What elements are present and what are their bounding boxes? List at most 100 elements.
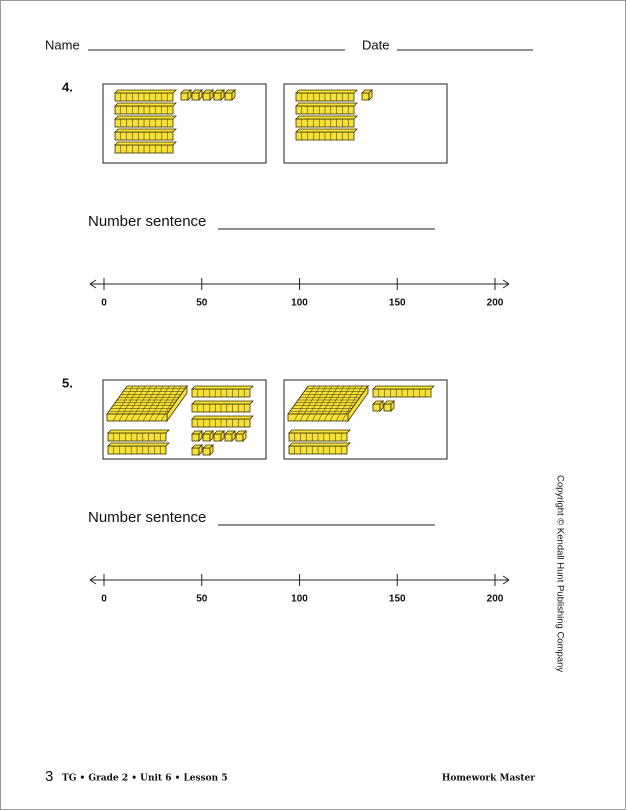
one-cube <box>224 430 236 442</box>
cube-face <box>224 433 233 442</box>
ten-rod <box>191 400 254 413</box>
rod-top <box>191 415 254 420</box>
ten-rod <box>288 429 351 442</box>
rod-top <box>114 89 177 94</box>
one-cube <box>224 89 236 101</box>
flat-seg <box>148 385 170 422</box>
ten-rod <box>295 102 358 115</box>
flat-seg <box>335 385 357 422</box>
cube-face <box>202 92 211 101</box>
cube-face <box>191 92 200 101</box>
ten-rod <box>288 442 351 455</box>
cube-side <box>209 89 214 101</box>
one-cube <box>202 444 214 456</box>
rod-top <box>191 400 254 405</box>
cube-face <box>191 447 200 456</box>
rod-top <box>114 141 177 146</box>
one-cube <box>213 430 225 442</box>
tick-label: 50 <box>196 594 208 605</box>
arrow-left <box>89 575 97 585</box>
cube-side <box>198 444 203 456</box>
hundred-flat <box>287 384 369 423</box>
cube-side <box>198 430 203 442</box>
tick-label: 100 <box>291 298 308 309</box>
sentence-label: Number sentence <box>88 213 206 230</box>
footer-course: TG • Grade 2 • Unit 6 • Lesson 5 <box>62 774 228 784</box>
page-number: 3 <box>45 768 53 785</box>
tick-label: 150 <box>389 298 406 309</box>
flat-seg <box>305 385 327 422</box>
rod-top <box>114 102 177 107</box>
flat-seg <box>323 385 345 422</box>
model-box <box>283 83 448 164</box>
ten-rod <box>372 385 435 398</box>
ten-rod <box>295 128 358 141</box>
flat-seg <box>136 385 158 422</box>
flat-seg <box>142 385 164 422</box>
cube-face <box>372 403 381 412</box>
arrow-right <box>502 575 510 585</box>
tick-label: 200 <box>487 298 504 309</box>
model-box <box>283 379 448 460</box>
one-cube <box>372 400 384 412</box>
one-cube <box>202 430 214 442</box>
problem-number: 4. <box>62 79 73 94</box>
one-cube <box>235 430 247 442</box>
cube-face <box>202 447 211 456</box>
cube-face <box>180 92 189 101</box>
cube-face <box>213 92 222 101</box>
ten-rod <box>114 102 177 115</box>
arrow-left <box>89 279 97 289</box>
cube-side <box>209 444 214 456</box>
ten-rod <box>114 115 177 128</box>
cube-side <box>368 89 373 101</box>
cube-side <box>242 430 247 442</box>
one-cube <box>191 89 203 101</box>
rod-top <box>114 128 177 133</box>
rod-top <box>372 385 435 390</box>
one-cube <box>191 444 203 456</box>
cube-side <box>231 89 236 101</box>
model-box <box>102 379 267 460</box>
ten-rod <box>295 89 358 102</box>
cube-side <box>198 89 203 101</box>
cube-face <box>213 433 222 442</box>
ten-rod <box>107 442 170 455</box>
rod-top <box>295 102 358 107</box>
flat-seg <box>329 385 351 422</box>
one-cube <box>383 400 395 412</box>
cube-side <box>220 430 225 442</box>
flat-seg <box>130 385 152 422</box>
one-cube <box>213 89 225 101</box>
rod-top <box>107 429 170 434</box>
cube-side <box>231 430 236 442</box>
tick-label: 50 <box>196 298 208 309</box>
one-cube <box>202 89 214 101</box>
tick-label: 0 <box>101 594 107 605</box>
one-cube <box>191 430 203 442</box>
sentence-label: Number sentence <box>88 509 206 526</box>
arrow-right <box>502 279 510 289</box>
one-cube <box>180 89 192 101</box>
rod-top <box>191 385 254 390</box>
flat-front <box>287 413 349 422</box>
rod-top <box>288 429 351 434</box>
tick-label: 150 <box>389 594 406 605</box>
tick-label: 200 <box>487 594 504 605</box>
rod-top <box>288 442 351 447</box>
flat-seg <box>124 385 146 422</box>
flat-seg <box>317 385 339 422</box>
ten-rod <box>107 429 170 442</box>
problem-number: 5. <box>62 375 73 390</box>
cube-side <box>220 89 225 101</box>
rod-top <box>295 89 358 94</box>
cube-face <box>383 403 392 412</box>
flat-seg <box>160 385 182 422</box>
flat-seg <box>341 385 363 422</box>
ten-rod <box>191 385 254 398</box>
tick-label: 0 <box>101 298 107 309</box>
flat-seg <box>311 385 333 422</box>
cube-face <box>202 433 211 442</box>
rod-top <box>295 115 358 120</box>
